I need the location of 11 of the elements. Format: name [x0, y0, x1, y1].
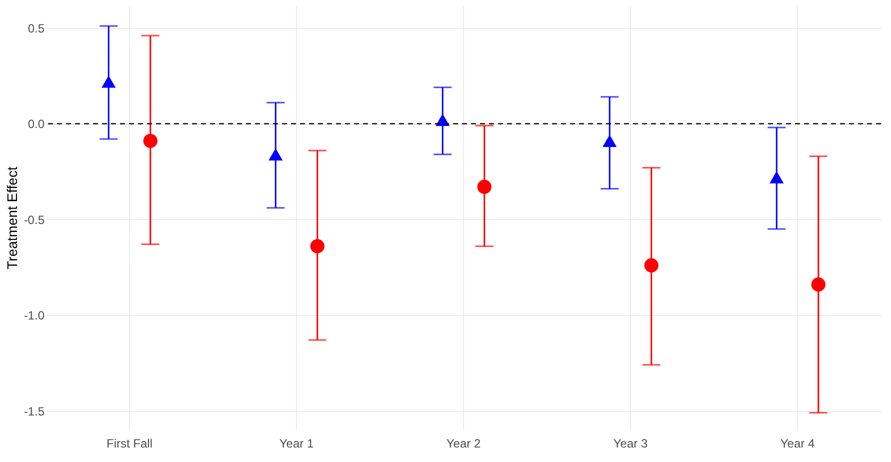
x-tick-label: First Fall [106, 436, 152, 450]
x-tick-label: Year 4 [780, 436, 815, 450]
x-tick-label: Year 1 [279, 436, 314, 450]
x-tick-label: Year 2 [446, 436, 481, 450]
y-tick-label: -0.5 [24, 212, 45, 227]
y-tick-label: 0.0 [28, 117, 45, 132]
y-tick-label: -1.5 [24, 404, 45, 418]
x-tick-label: Year 3 [613, 436, 648, 450]
y-axis-title: Treatment Effect [4, 166, 20, 270]
y-tick-label: 0.5 [28, 21, 45, 36]
y-tick-label: -1.0 [24, 308, 45, 323]
